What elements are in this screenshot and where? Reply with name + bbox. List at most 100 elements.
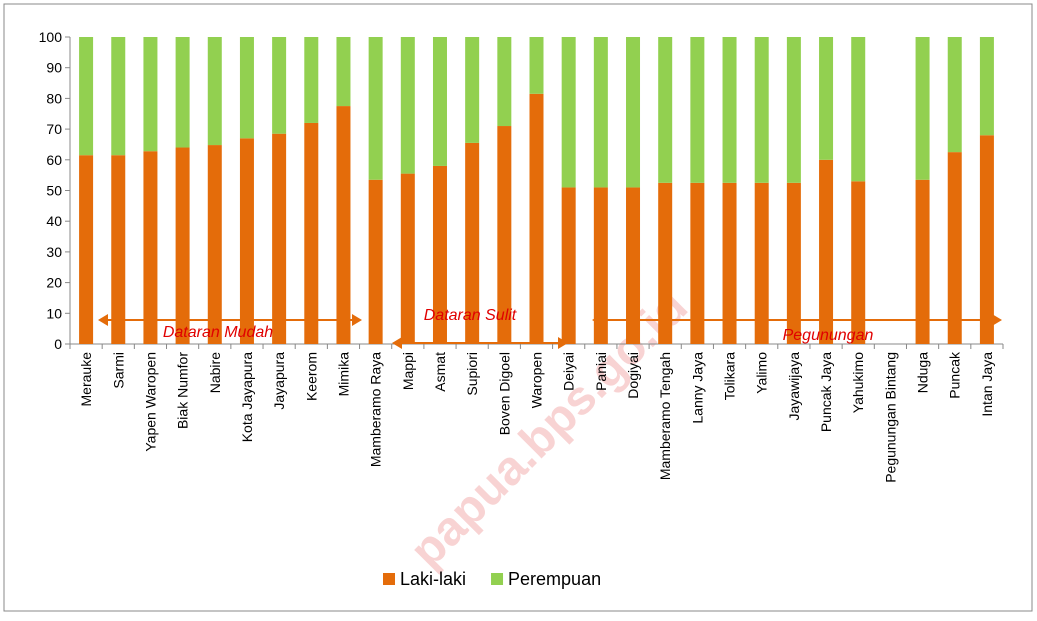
- bar-segment: [561, 187, 576, 344]
- bar-segment: [207, 37, 222, 146]
- x-tick-label: Keerom: [303, 352, 319, 401]
- bar-segment: [754, 37, 769, 183]
- x-tick-label: Intan Jaya: [979, 352, 995, 417]
- bar-segment: [304, 122, 319, 345]
- bar-segment: [111, 37, 126, 156]
- y-tick-label: 90: [46, 60, 62, 76]
- y-tick-label: 70: [46, 121, 62, 137]
- x-tick-label: Pegunungan Bintang: [882, 352, 898, 483]
- y-tick-label: 100: [39, 29, 63, 45]
- bar-segment: [947, 152, 962, 344]
- bar-segment: [690, 182, 705, 344]
- bar-segment: [368, 37, 383, 180]
- x-tick-label: Kota Jayapura: [239, 352, 255, 442]
- bar-segment: [239, 138, 254, 344]
- x-tick-label: Nabire: [207, 352, 223, 393]
- y-tick-label: 0: [54, 336, 62, 352]
- legend-label: Perempuan: [508, 569, 601, 589]
- annotation: Dataran Sulit: [424, 307, 517, 324]
- bar-segment: [400, 173, 415, 344]
- bar-segment: [465, 142, 480, 344]
- bar-segment: [239, 37, 254, 139]
- bar-segment: [368, 179, 383, 344]
- legend-label: Laki-laki: [400, 569, 466, 589]
- x-tick-label: Supiori: [464, 352, 480, 396]
- bar-segment: [175, 147, 190, 344]
- legend-swatch: [383, 573, 395, 585]
- bar-segment: [79, 155, 94, 344]
- annotation: Dataran Mudah: [163, 324, 273, 341]
- x-tick-label: Mappi: [400, 352, 416, 390]
- bar-segment: [272, 133, 287, 344]
- bar-segment: [529, 93, 544, 344]
- bar-segment: [626, 187, 641, 344]
- bar-segment: [561, 37, 576, 188]
- bar-segment: [915, 37, 930, 180]
- bar-segment: [658, 37, 673, 183]
- bar-segment: [143, 37, 158, 152]
- bar-segment: [722, 37, 737, 183]
- x-tick-label: Mimika: [335, 352, 351, 397]
- x-tick-label: Jayapura: [271, 352, 287, 410]
- bar-segment: [786, 182, 801, 344]
- bar-segment: [979, 37, 994, 136]
- bar-segment: [400, 37, 415, 174]
- bar-segment: [754, 182, 769, 344]
- bar-segment: [979, 135, 994, 344]
- x-tick-label: Merauke: [78, 352, 94, 407]
- x-tick-label: Dogiyai: [625, 352, 641, 399]
- bar-segment: [432, 37, 447, 166]
- bar-segment: [336, 106, 351, 344]
- x-tick-label: Boven Digoel: [496, 352, 512, 435]
- bar-segment: [143, 151, 158, 344]
- bar-segment: [465, 37, 480, 143]
- x-tick-label: Yapen Waropen: [142, 352, 158, 452]
- x-tick-label: Lanny Jaya: [689, 352, 705, 424]
- bar-segment: [593, 187, 608, 344]
- x-tick-label: Mamberamo Raya: [368, 352, 384, 467]
- x-tick-label: Nduga: [915, 352, 931, 393]
- x-tick-label: Paniai: [593, 352, 609, 391]
- bar-segment: [175, 37, 190, 148]
- x-tick-label: Jayawijaya: [786, 352, 802, 421]
- bar-segment: [432, 165, 447, 344]
- bar-segment: [304, 37, 319, 123]
- bar-segment: [851, 37, 866, 182]
- y-tick-label: 80: [46, 90, 62, 106]
- chart-frame: [3, 3, 1033, 612]
- bar-segment: [819, 37, 834, 160]
- bar-segment: [626, 37, 641, 188]
- y-tick-label: 50: [46, 183, 62, 199]
- bar-segment: [111, 155, 126, 344]
- x-tick-label: Sarmi: [110, 352, 126, 389]
- annotation: Pegunungan: [783, 327, 874, 344]
- x-tick-label: Yahukimo: [850, 352, 866, 413]
- bar-segment: [786, 37, 801, 183]
- bar-segment: [851, 181, 866, 344]
- bar-segment: [79, 37, 94, 156]
- x-tick-label: Puncak: [947, 351, 963, 399]
- y-tick-label: 10: [46, 305, 62, 321]
- y-tick-label: 60: [46, 152, 62, 168]
- bar-segment: [336, 37, 351, 107]
- y-tick-label: 30: [46, 244, 62, 260]
- bar-segment: [497, 126, 512, 344]
- bar-segment: [658, 182, 673, 344]
- bar-segment: [272, 37, 287, 134]
- x-tick-label: Puncak Jaya: [818, 352, 834, 432]
- y-tick-label: 20: [46, 275, 62, 291]
- x-tick-label: Yalimo: [754, 352, 770, 394]
- x-tick-label: Mamberamo Tengah: [657, 352, 673, 480]
- bar-segment: [207, 145, 222, 344]
- x-tick-label: Tolikara: [722, 352, 738, 400]
- bar-segment: [915, 179, 930, 344]
- bar-segment: [690, 37, 705, 183]
- x-tick-label: Waropen: [529, 352, 545, 408]
- bar-segment: [593, 37, 608, 188]
- bar-segment: [529, 37, 544, 94]
- bar-segment: [819, 159, 834, 344]
- y-tick-label: 40: [46, 213, 62, 229]
- legend-swatch: [491, 573, 504, 585]
- x-tick-label: Deiyai: [561, 352, 577, 391]
